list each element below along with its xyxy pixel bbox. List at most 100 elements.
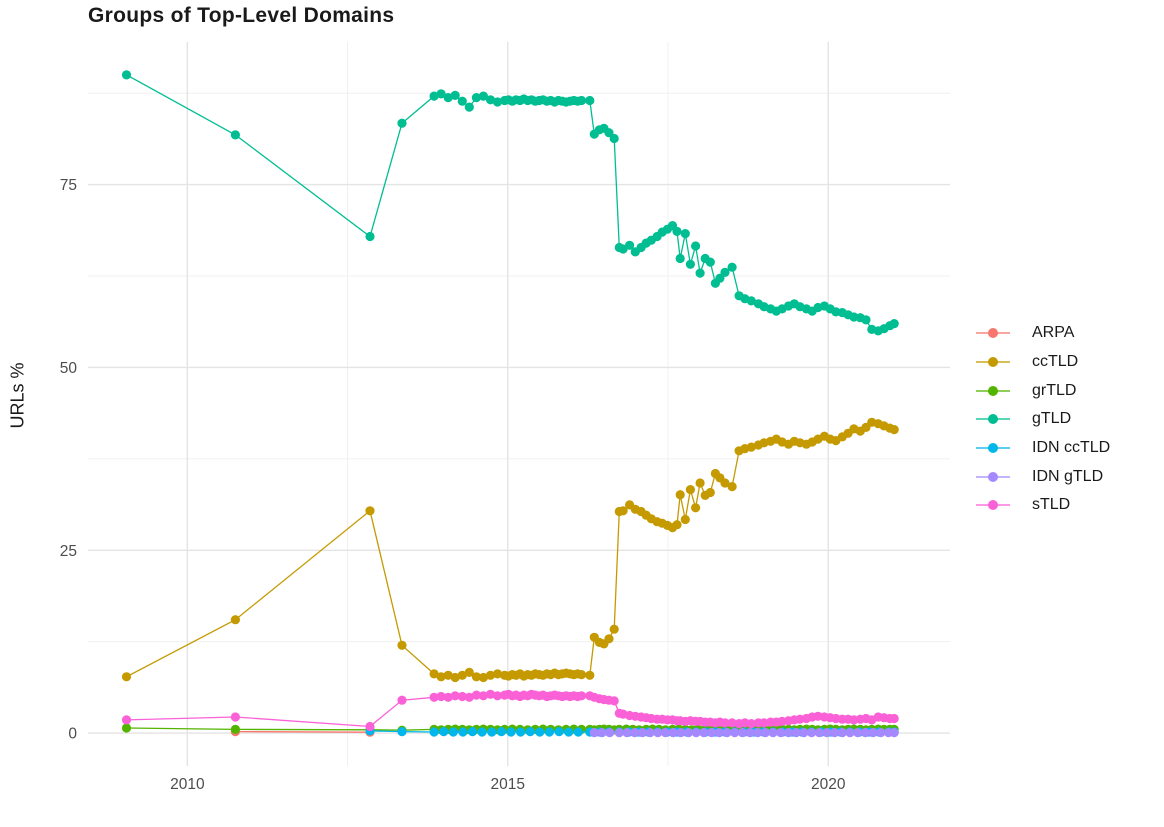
y-tick-label: 50	[60, 360, 78, 377]
data-point-idn-cctld	[429, 727, 439, 737]
data-point-gtld	[443, 93, 453, 103]
data-point-cctld	[691, 503, 701, 513]
data-point-stld	[397, 695, 407, 705]
data-point-idn-gtld	[683, 728, 694, 738]
data-point-idn-cctld	[397, 727, 407, 737]
data-point-gtld	[695, 268, 705, 278]
legend-item-cctld: ccTLD	[976, 348, 1110, 377]
data-point-cctld	[457, 670, 467, 680]
data-point-idn-cctld	[439, 727, 449, 737]
data-point-gtld	[746, 296, 756, 306]
data-point-cctld	[485, 670, 496, 680]
data-point-idn-gtld	[768, 728, 778, 738]
data-point-idn-gtld	[876, 728, 886, 738]
data-point-cctld	[695, 478, 705, 488]
legend-label: grTLD	[1032, 381, 1077, 399]
data-point-idn-gtld	[707, 728, 717, 738]
data-point-gtld	[727, 262, 737, 272]
data-point-gtld	[672, 226, 682, 236]
legend: ARPA ccTLD grTLD gTLD IDN ccTLD IDN gTLD sTLD	[976, 319, 1110, 520]
data-point-cctld	[443, 670, 453, 680]
data-point-idn-gtld	[783, 728, 794, 738]
data-point-cctld	[685, 485, 696, 495]
data-point-gtld	[397, 118, 407, 128]
data-point-gtld	[691, 241, 701, 251]
x-tick-label: 2020	[811, 776, 846, 793]
data-point-stld	[609, 696, 619, 706]
data-point-gtld	[861, 315, 871, 325]
data-point-stld	[471, 690, 481, 700]
legend-label: ARPA	[1032, 324, 1075, 342]
legend-item-idn-gtld: IDN gTLD	[976, 462, 1110, 491]
legend-key-icon-idn-cctld	[976, 443, 1010, 454]
data-point-stld	[492, 691, 503, 701]
data-point-stld	[230, 712, 240, 722]
data-point-idn-gtld	[722, 728, 732, 738]
data-point-idn-gtld	[814, 728, 824, 738]
y-tick-label: 0	[68, 726, 77, 743]
data-point-stld	[121, 715, 132, 725]
legend-key-dot	[988, 357, 998, 368]
data-point-idn-gtld	[776, 728, 786, 738]
series-line-gtld	[126, 74, 895, 332]
data-point-cctld	[576, 670, 587, 680]
data-point-idn-gtld	[645, 728, 655, 738]
data-point-idn-gtld	[837, 728, 847, 738]
data-point-idn-gtld	[737, 728, 748, 738]
data-point-stld	[450, 691, 460, 701]
data-point-gtld	[625, 240, 635, 250]
data-point-stld	[365, 721, 375, 732]
data-point-idn-gtld	[868, 728, 878, 738]
data-point-stld	[464, 692, 474, 702]
data-point-cctld	[471, 672, 481, 682]
series-line-arpa	[235, 730, 371, 733]
data-point-gtld	[436, 89, 446, 99]
data-point-idn-gtld	[614, 728, 624, 738]
data-point-idn-gtld	[791, 728, 801, 738]
data-point-idn-gtld	[753, 728, 763, 738]
data-point-stld	[429, 692, 439, 702]
data-point-idn-gtld	[822, 728, 832, 738]
legend-item-arpa: ARPA	[976, 319, 1110, 348]
data-point-idn-cctld	[564, 727, 574, 737]
data-point-gtld	[680, 229, 690, 239]
data-point-gtld	[464, 102, 474, 112]
data-point-idn-cctld	[544, 727, 555, 737]
legend-key-dot	[988, 500, 998, 511]
data-point-stld	[436, 691, 446, 702]
legend-item-stld: sTLD	[976, 491, 1110, 520]
legend-key-icon-arpa	[976, 328, 1010, 339]
data-point-cctld	[450, 672, 460, 683]
data-point-stld	[443, 692, 453, 702]
data-point-idn-gtld	[889, 728, 899, 738]
data-point-gtld	[478, 91, 488, 101]
data-point-gtld	[471, 93, 481, 103]
data-point-idn-gtld	[622, 728, 632, 738]
data-point-idn-cctld	[506, 727, 516, 737]
legend-key-dot	[988, 443, 998, 454]
data-point-idn-cctld	[477, 727, 487, 737]
data-point-cctld	[675, 490, 685, 500]
data-point-idn-gtld	[653, 728, 663, 738]
data-point-gtld	[429, 91, 439, 101]
x-tick-label: 2015	[491, 776, 525, 793]
data-point-gtld	[576, 95, 587, 106]
data-point-cctld	[585, 670, 595, 680]
y-axis-title: URLs %	[6, 345, 30, 445]
data-point-cctld	[464, 667, 474, 678]
data-point-stld	[576, 691, 587, 701]
data-point-idn-gtld	[630, 728, 640, 738]
data-point-stld	[485, 689, 496, 699]
data-point-gtld	[889, 319, 899, 329]
data-point-cctld	[727, 482, 737, 492]
legend-label: IDN gTLD	[1032, 467, 1104, 485]
data-point-idn-cctld	[535, 727, 545, 737]
data-point-cctld	[889, 425, 899, 435]
data-point-idn-gtld	[597, 728, 607, 738]
data-point-idn-gtld	[845, 728, 855, 738]
y-tick-label: 75	[60, 177, 77, 194]
data-point-idn-gtld	[691, 728, 701, 738]
data-point-grtld	[230, 724, 240, 735]
legend-label: gTLD	[1032, 410, 1072, 428]
data-point-idn-gtld	[830, 728, 840, 738]
